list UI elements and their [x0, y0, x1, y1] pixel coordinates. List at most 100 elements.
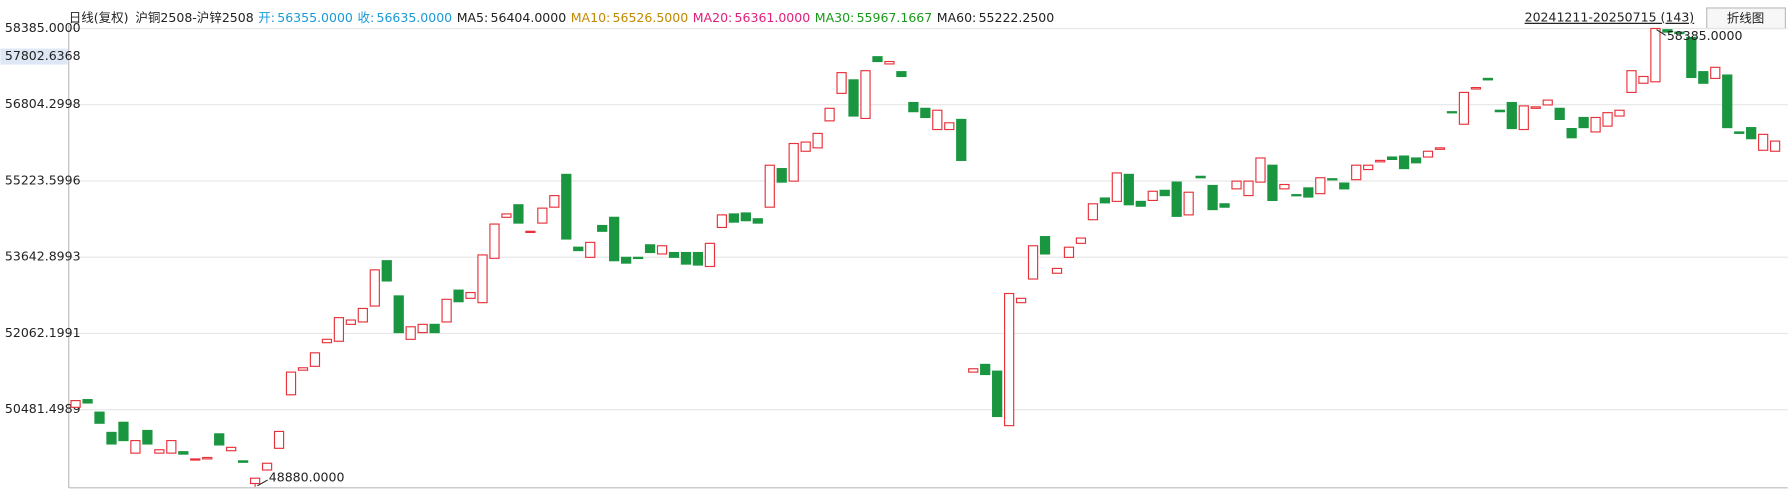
- candle-body: [896, 71, 907, 78]
- y-tick-label: 52062.1991: [5, 325, 81, 340]
- candle-body: [1518, 105, 1529, 131]
- candle-body: [1674, 31, 1685, 35]
- candle-body: [932, 109, 943, 131]
- candle-body: [297, 367, 309, 371]
- candle-body: [441, 298, 452, 323]
- candle-body: [680, 251, 692, 265]
- candle-body: [1398, 155, 1410, 170]
- stat-name: MA30:: [815, 10, 855, 25]
- header-info: 日线(复权) 沪铜2508-沪锌2508 开: 56355.0000 收: 56635.0…: [69, 10, 1055, 25]
- stat-name: MA10:: [571, 10, 611, 25]
- candle-body: [405, 326, 416, 340]
- candle-body: [1063, 246, 1075, 258]
- candle-body: [549, 195, 560, 208]
- stat-name: MA5:: [457, 10, 489, 25]
- candle-body: [776, 168, 787, 183]
- candle-body: [692, 251, 704, 266]
- candle-body: [1123, 173, 1134, 206]
- y-tick-label: 55223.5996: [5, 172, 81, 187]
- candle-body: [1686, 36, 1697, 79]
- candle-body: [1734, 131, 1745, 134]
- candle-body: [597, 224, 608, 232]
- candle-body: [1626, 70, 1637, 93]
- candle-body: [537, 207, 548, 224]
- candle-body: [764, 164, 775, 208]
- candle-body: [513, 204, 524, 224]
- candle-body: [130, 440, 141, 454]
- candle-body: [1566, 127, 1577, 139]
- candle-body: [992, 370, 1003, 418]
- candle-body: [1087, 203, 1099, 221]
- stat-value: 56635.0000: [376, 10, 452, 25]
- candle-body: [1602, 112, 1613, 127]
- candle-body: [190, 458, 201, 461]
- candle-body: [920, 107, 931, 119]
- candle-body: [836, 72, 847, 94]
- candle-body: [1482, 77, 1493, 81]
- candle-body: [872, 56, 883, 63]
- candle-body: [740, 212, 751, 222]
- candle-body: [1434, 147, 1446, 150]
- candle-body: [333, 317, 345, 342]
- candle-body: [585, 241, 596, 258]
- candle-body: [1470, 87, 1482, 90]
- candle-body: [860, 70, 871, 120]
- candle-body: [1614, 109, 1625, 117]
- candle-body: [357, 307, 368, 323]
- candle-body: [573, 246, 584, 252]
- candle-body: [980, 363, 991, 376]
- candle-body: [644, 244, 656, 254]
- stat-value: 56361.0000: [735, 10, 811, 25]
- candle-body: [1530, 106, 1541, 109]
- candle-body: [1638, 75, 1649, 84]
- candle-body: [525, 230, 536, 234]
- candle-body: [812, 132, 823, 149]
- candle-body: [1051, 267, 1063, 274]
- candle-body: [1267, 164, 1278, 201]
- candle-body: [800, 141, 811, 152]
- last-price-bg: [0, 48, 68, 65]
- candle-body: [154, 449, 165, 454]
- period: 日线(复权): [69, 10, 129, 25]
- candle-body: [1327, 178, 1338, 181]
- y-tick-label: 58385.0000: [5, 20, 81, 35]
- candle-body: [908, 101, 919, 113]
- candle-body: [1195, 175, 1206, 179]
- candle-body: [1015, 297, 1027, 304]
- candle-body: [716, 214, 728, 229]
- candle-body: [1650, 27, 1661, 83]
- last-price-label: 57802.6368: [5, 48, 81, 63]
- candle-body: [1769, 140, 1781, 152]
- line-chart-button-label[interactable]: 折线图: [1727, 10, 1765, 25]
- stat-value: 56404.0000: [491, 10, 567, 25]
- candle-body: [381, 260, 392, 282]
- candle-body: [417, 323, 428, 334]
- high-label: 58385.0000: [1667, 28, 1743, 43]
- candle-body: [944, 122, 955, 131]
- candle-body: [309, 352, 321, 367]
- candle-body: [285, 371, 297, 396]
- candle-body: [1159, 189, 1170, 197]
- candle-body: [621, 256, 632, 264]
- stat-value: 55967.1667: [857, 10, 933, 25]
- candle-body: [1506, 101, 1517, 130]
- candle-body: [1710, 66, 1721, 79]
- candle-body: [106, 431, 117, 445]
- candle-body: [1542, 99, 1553, 106]
- candle-body: [1662, 29, 1673, 33]
- candle-body: [632, 256, 644, 260]
- high-arrow: [1656, 29, 1666, 36]
- candle-body: [477, 254, 488, 304]
- candle-body: [226, 446, 237, 452]
- candle-body: [465, 291, 476, 299]
- candle-body: [1590, 116, 1601, 133]
- candle-body: [118, 421, 129, 442]
- candle-body: [1746, 127, 1757, 140]
- candle-body: [369, 269, 380, 307]
- candle-body: [453, 289, 464, 303]
- candle-body: [728, 213, 739, 223]
- candle-body: [1231, 180, 1242, 190]
- candle-body: [1410, 157, 1422, 164]
